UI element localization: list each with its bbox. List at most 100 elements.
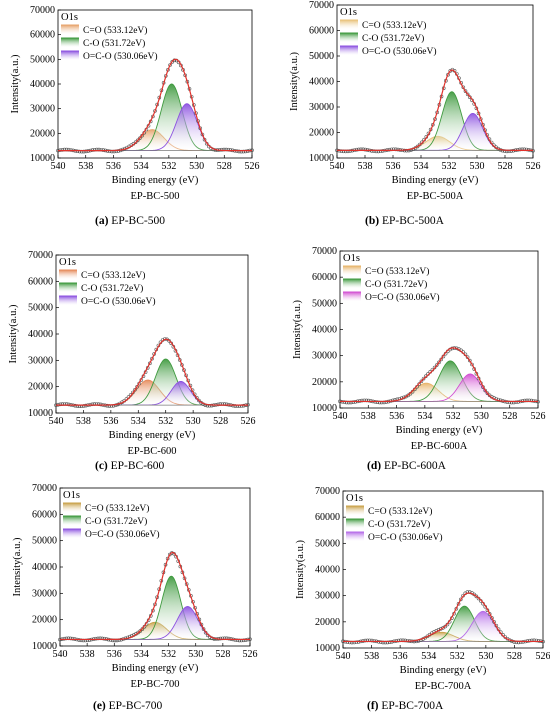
data-point [99, 147, 103, 152]
data-point [375, 400, 380, 405]
legend-swatch-3 [346, 532, 364, 541]
y-tick-label: 70000 [312, 246, 337, 257]
data-point [458, 597, 463, 602]
data-point [90, 402, 95, 407]
data-point [474, 594, 479, 599]
caption-text-b: EP-BC-500A [381, 215, 444, 227]
legend-label-2: C-O (531.72eV) [85, 516, 147, 527]
data-point [470, 362, 474, 367]
peak-fill-2 [58, 84, 252, 151]
figure-title: EP-BC-700 [130, 679, 179, 690]
envelope-fit-line [340, 347, 538, 403]
x-tick-label: 528 [213, 416, 228, 427]
xps-chart-e: 10000 20000 30000 40000 50000 60000 70000 540 53… [12, 483, 258, 690]
x-tick-label: 534 [134, 161, 149, 172]
x-tick-label: 538 [358, 161, 373, 172]
data-point [514, 400, 518, 405]
caption-e: (e) EP-BC-700 [93, 700, 162, 712]
legend-label-1: C=O (533.12eV) [362, 20, 426, 31]
data-point [518, 147, 522, 152]
y-tick-label: 30000 [30, 104, 55, 115]
y-tick-label: 40000 [309, 77, 334, 88]
x-tick-label: 534 [134, 649, 149, 660]
legend-label-2: C-O (531.72eV) [81, 283, 143, 294]
y-axis-label: Intensity(a.u.) [295, 540, 306, 599]
x-tick-label: 540 [49, 416, 64, 427]
x-tick-label: 534 [421, 651, 436, 662]
data-point [366, 398, 371, 403]
envelope-fit-line [337, 69, 533, 151]
chart-panel-e: 10000 20000 30000 40000 50000 60000 70000 540 53… [0, 478, 275, 717]
x-axis-label: Binding energy (eV) [112, 175, 199, 186]
envelope-fit-line [58, 58, 252, 152]
legend-swatch-1 [343, 266, 361, 275]
data-point [354, 147, 359, 152]
y-tick-label: 10000 [315, 643, 340, 654]
data-point [485, 391, 490, 396]
xps-chart-b: 10000 20000 30000 40000 50000 60000 70000 540 53… [289, 0, 541, 202]
data-point [197, 398, 201, 403]
peak-fill-3 [60, 606, 250, 640]
data-point [518, 640, 523, 645]
data-point [468, 358, 472, 363]
data-point [66, 147, 71, 152]
y-tick-label: 20000 [309, 128, 334, 139]
data-point [237, 149, 241, 154]
x-tick-label: 532 [446, 411, 461, 422]
data-point [404, 148, 409, 153]
legend: C=O (533.12eV) C-O (531.72eV) O=C-O (530.0… [343, 265, 439, 303]
y-tick-label: 50000 [315, 538, 340, 549]
data-point [150, 356, 154, 361]
peak-fill-2 [56, 359, 248, 406]
y-tick-label: 10000 [309, 153, 334, 164]
caption-letter-b: (b) [365, 215, 380, 227]
data-point [105, 403, 109, 408]
x-tick-label: 538 [80, 649, 95, 660]
caption-d: (d) EP-BC-600A [367, 460, 446, 472]
xps-chart-a: 10000 20000 30000 40000 50000 60000 70000 540 53… [10, 5, 260, 202]
figure-title: EP-BC-500 [130, 191, 179, 202]
legend-swatch-2 [346, 519, 364, 528]
data-point [536, 639, 541, 643]
x-tick-label: 538 [76, 416, 91, 427]
y-tick-label: 10000 [32, 641, 57, 652]
y-tick-label: 40000 [28, 329, 53, 340]
data-point [168, 63, 172, 67]
peak-fill-3 [337, 113, 533, 151]
x-tick-label: 532 [158, 416, 173, 427]
caption-text-d: EP-BC-600A [383, 460, 446, 472]
legend-swatch-3 [63, 529, 81, 538]
x-tick-label: 538 [364, 651, 379, 662]
x-tick-label: 540 [336, 651, 351, 662]
x-tick-label: 536 [107, 649, 122, 660]
caption-c: (c) EP-BC-600 [95, 460, 164, 472]
legend-swatch-3 [343, 292, 361, 301]
legend-label-3: O=C-O (530.06eV) [85, 529, 159, 540]
x-tick-label: 526 [243, 649, 258, 660]
data-point [415, 144, 420, 149]
data-point [85, 638, 90, 643]
caption-letter-c: (c) [95, 460, 108, 472]
data-point [235, 638, 240, 643]
data-point [67, 402, 71, 407]
caption-text-e: EP-BC-700 [108, 700, 163, 712]
panel-label-o1s: O1s [343, 253, 360, 264]
envelope-fit-line [343, 592, 543, 643]
x-tick-label: 534 [417, 411, 432, 422]
data-point [417, 382, 421, 386]
legend-label-1: C=O (533.12eV) [81, 270, 145, 281]
peak-fill-2 [337, 91, 533, 151]
legend-label-1: C=O (533.12eV) [368, 506, 432, 517]
y-axis-label: Intensity(a.u.) [12, 537, 23, 596]
data-point [70, 636, 75, 641]
legend: C=O (533.12eV) C-O (531.72eV) O=C-O (530.0… [346, 505, 442, 543]
legend-swatch-2 [343, 279, 361, 288]
y-tick-label: 70000 [315, 486, 340, 497]
y-tick-label: 30000 [28, 355, 53, 366]
x-tick-label: 532 [442, 161, 457, 172]
data-point [228, 148, 233, 152]
data-point [443, 624, 448, 629]
legend-swatch-3 [59, 296, 77, 305]
chart-panel-d: 10000 20000 30000 40000 50000 60000 70000 540 53… [275, 238, 550, 478]
data-point [437, 360, 441, 365]
